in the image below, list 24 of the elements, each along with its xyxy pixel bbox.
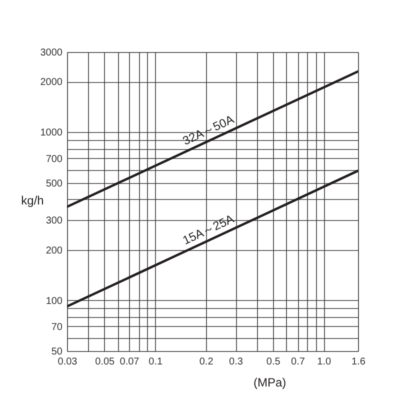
- y-tick-label: 3000: [40, 48, 63, 58]
- x-tick-label: 0.07: [120, 356, 140, 368]
- y-tick-label: 70: [51, 322, 63, 333]
- y-tick-label: 700: [46, 154, 63, 165]
- y-tick-label: 300: [46, 216, 63, 227]
- text: 32A～50A: [180, 112, 236, 148]
- x-tick-label: 1.6: [352, 356, 366, 368]
- x-axis-title: (MPa): [254, 376, 286, 390]
- y-tick-label: 50: [51, 346, 63, 358]
- y-axis-title: kg/h: [21, 194, 44, 208]
- x-tick-label: 0.5: [266, 356, 281, 368]
- x-tick-label: 0.05: [95, 356, 116, 368]
- y-tick-label: 500: [46, 178, 63, 190]
- x-tick-label: 1.0: [317, 356, 332, 368]
- y-tick-label: 100: [46, 296, 63, 307]
- x-tick-label: 0.03: [58, 356, 78, 368]
- x-tick-label: 0.2: [199, 356, 214, 368]
- x-tick-label: 0.7: [291, 356, 306, 368]
- x-tick-label: 0.3: [229, 356, 244, 368]
- y-tick-label: 1000: [40, 128, 63, 139]
- y-tick-label: 200: [46, 245, 63, 256]
- x-tick-label: 0.1: [148, 356, 163, 368]
- text: 15A～25A: [180, 212, 236, 248]
- y-tick-label: 2000: [40, 77, 63, 88]
